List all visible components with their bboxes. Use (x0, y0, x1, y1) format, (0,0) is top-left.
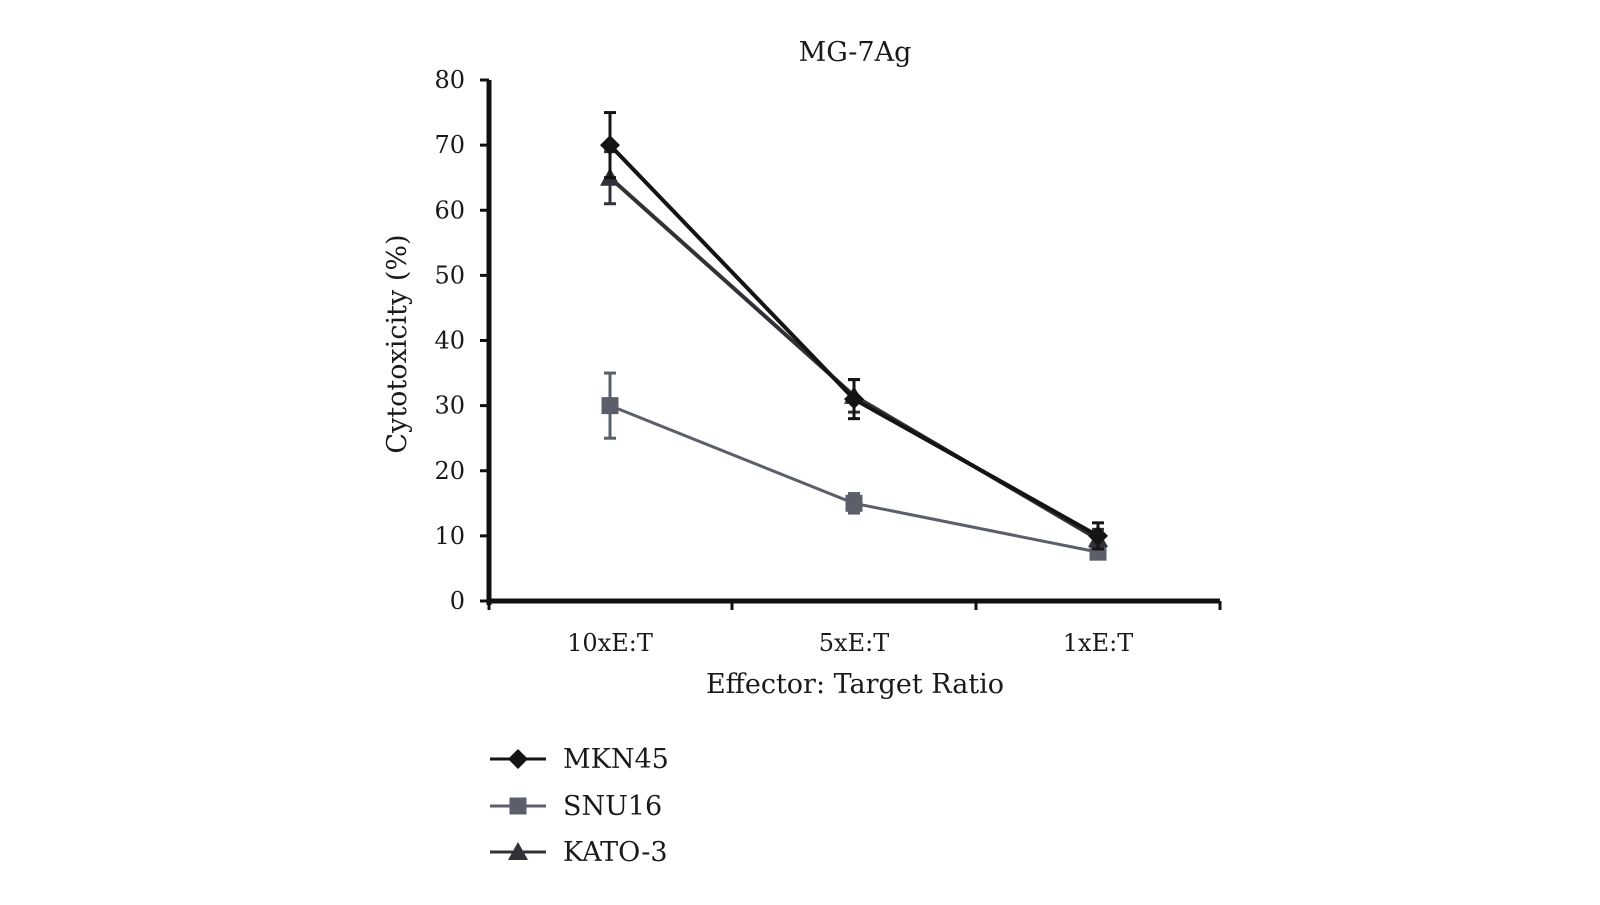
legend: MKN45 SNU16 KATO-3 (490, 744, 669, 868)
series-group (600, 111, 1108, 561)
legend-label: MKN45 (563, 744, 669, 775)
legend-marker (508, 842, 528, 860)
y-tick-label: 10 (434, 522, 465, 550)
chart-title: MG-7Ag (799, 37, 912, 68)
x-tick-label: 5xE:T (819, 629, 889, 657)
x-tick-label: 10xE:T (567, 629, 653, 657)
series-line (609, 404, 1099, 554)
y-tick-label: 70 (434, 131, 465, 159)
x-tick-label: 1xE:T (1063, 629, 1133, 657)
legend-label: SNU16 (563, 791, 662, 822)
data-point (844, 389, 864, 410)
y-axis-ticks: 0 10 20 30 40 50 60 70 80 (434, 66, 489, 615)
series-line (608, 176, 1100, 541)
y-tick-label: 40 (434, 327, 465, 355)
series-line (608, 143, 1099, 538)
series-mkn45 (600, 111, 1108, 551)
y-axis-title: Cytotoxicity (%) (382, 234, 413, 453)
y-tick-label: 80 (434, 66, 465, 94)
x-axis-title: Effector: Target Ratio (706, 669, 1004, 700)
axes (486, 80, 1220, 605)
legend-marker (509, 797, 527, 815)
data-point (845, 494, 863, 512)
legend-marker (508, 749, 528, 769)
data-point (600, 135, 620, 156)
y-tick-label: 60 (434, 196, 465, 224)
y-tick-label: 0 (450, 587, 465, 615)
y-tick-label: 20 (434, 457, 465, 485)
y-tick-label: 50 (434, 261, 465, 289)
y-tick-label: 30 (434, 392, 465, 420)
data-point (601, 397, 619, 415)
data-point (1088, 525, 1108, 546)
legend-label: KATO-3 (563, 837, 668, 868)
x-axis-ticks: 10xE:T 5xE:T 1xE:T (487, 601, 1222, 657)
